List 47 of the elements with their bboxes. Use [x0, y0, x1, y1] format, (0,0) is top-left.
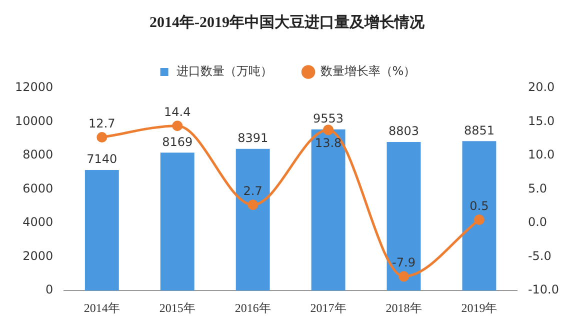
- data-label: 14.4: [164, 104, 191, 119]
- data-label: 13.8: [314, 136, 342, 150]
- y-tick-label: 10000: [14, 114, 54, 128]
- y-tick-label: 4000: [22, 215, 54, 230]
- y2-tick-label: 5.0: [528, 181, 548, 196]
- point: [474, 214, 484, 225]
- legend-label: 进口数量（万吨）: [176, 64, 272, 78]
- point: [398, 271, 410, 282]
- point: [172, 120, 183, 132]
- data-label: 0.5: [470, 198, 489, 213]
- point: [323, 124, 334, 136]
- x-tick-label: 2016年: [234, 300, 271, 315]
- y2-tick-label: -10.0: [528, 282, 560, 297]
- x-tick-label: 2014年: [84, 300, 120, 315]
- data-label: 8169: [162, 134, 193, 149]
- bar: [311, 129, 346, 291]
- y2-tick-label: -5.0: [528, 248, 552, 263]
- x-tick-label: 2019年: [461, 300, 498, 315]
- y2-tick-label: 20.0: [528, 80, 555, 94]
- data-label: 2.7: [243, 184, 262, 198]
- data-label: 7140: [86, 152, 118, 166]
- legend-label: 数量增长率（%）: [320, 64, 416, 78]
- point: [248, 200, 258, 210]
- x-tick-label: 2018年: [386, 300, 422, 315]
- x-tick-label: 2017年: [310, 300, 346, 315]
- data-label: 9553: [313, 111, 344, 126]
- y-tick-label: 0: [46, 282, 54, 297]
- y-tick-label: 6000: [22, 181, 54, 196]
- data-label: 8851: [464, 123, 494, 138]
- x-tick-label: 2015年: [159, 300, 196, 315]
- y-tick-label: 2000: [22, 248, 54, 263]
- bar: [160, 152, 194, 291]
- data-label: 12.7: [88, 116, 116, 130]
- data-label: -7.9: [392, 256, 416, 270]
- bar: [386, 142, 421, 291]
- y2-tick-label: 10.0: [528, 148, 555, 162]
- bar: [236, 148, 270, 291]
- y-tick-label: 12000: [14, 80, 54, 94]
- data-label: 8391: [238, 131, 268, 146]
- data-label: 8803: [388, 124, 420, 138]
- y-tick-label: 8000: [22, 148, 54, 162]
- chart-title: 2014年-2019年中国大豆进口量及增长情况: [150, 14, 426, 31]
- y2-tick-label: 15.0: [528, 114, 555, 128]
- bar: [462, 141, 496, 291]
- point: [96, 132, 108, 143]
- y2-tick-label: 0.0: [528, 215, 548, 230]
- bar: [84, 170, 119, 291]
